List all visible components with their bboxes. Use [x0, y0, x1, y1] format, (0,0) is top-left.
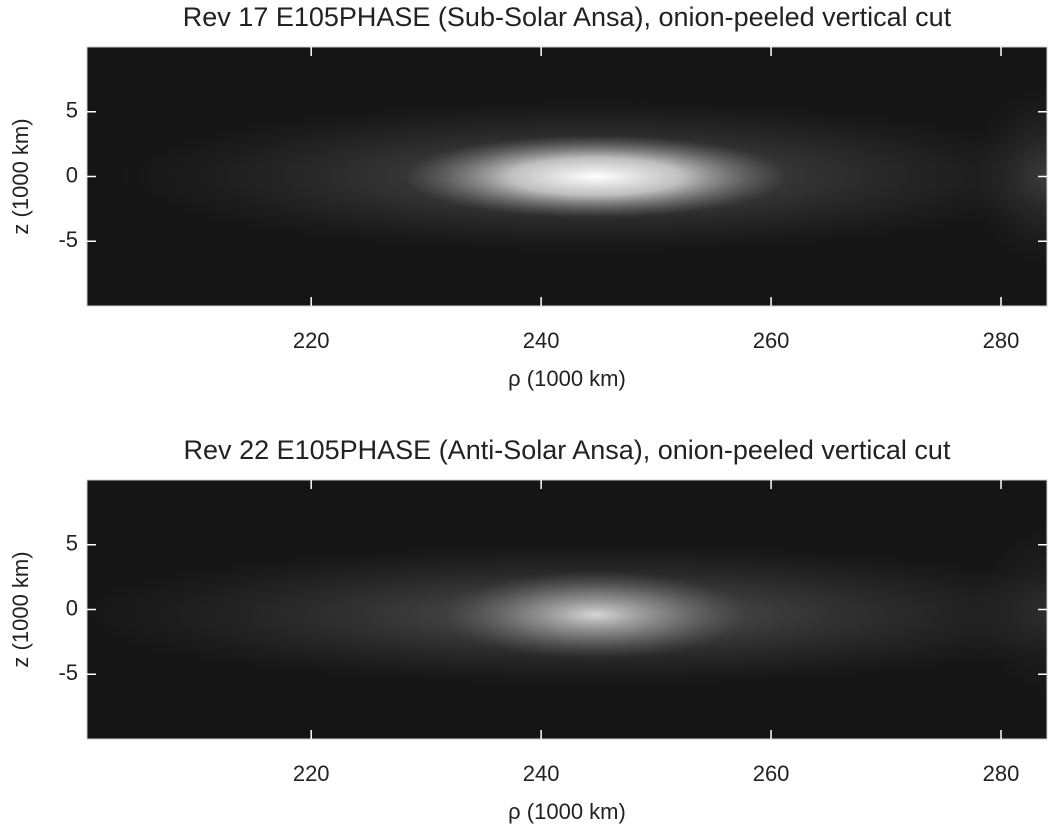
- y-tick-label: 0: [66, 595, 78, 620]
- x-tick-label: 280: [983, 761, 1020, 786]
- y-axis-label: z (1000 km): [8, 118, 33, 234]
- x-tick-label: 260: [753, 761, 790, 786]
- y-tick-label: -5: [58, 660, 78, 685]
- image: [87, 480, 1047, 739]
- x-tick-label: 280: [983, 328, 1020, 353]
- y-tick-label: 5: [66, 531, 78, 556]
- panel-title: Rev 22 E105PHASE (Anti-Solar Ansa), onio…: [184, 435, 951, 465]
- image-core: [442, 570, 750, 659]
- image-core: [403, 135, 788, 218]
- image-edge: [970, 518, 1047, 701]
- image-edge: [970, 85, 1047, 268]
- panel-title: Rev 17 E105PHASE (Sub-Solar Ansa), onion…: [183, 2, 952, 32]
- x-tick-label: 220: [293, 761, 330, 786]
- y-axis-label: z (1000 km): [8, 551, 33, 667]
- x-axis-label: ρ (1000 km): [508, 366, 626, 391]
- y-tick-label: -5: [58, 227, 78, 252]
- y-tick-label: 5: [66, 98, 78, 123]
- y-tick-label: 0: [66, 162, 78, 187]
- x-tick-label: 260: [753, 328, 790, 353]
- x-tick-label: 240: [523, 328, 560, 353]
- x-axis-label: ρ (1000 km): [508, 799, 626, 824]
- x-tick-label: 220: [293, 328, 330, 353]
- x-tick-label: 240: [523, 761, 560, 786]
- image: [87, 47, 1047, 306]
